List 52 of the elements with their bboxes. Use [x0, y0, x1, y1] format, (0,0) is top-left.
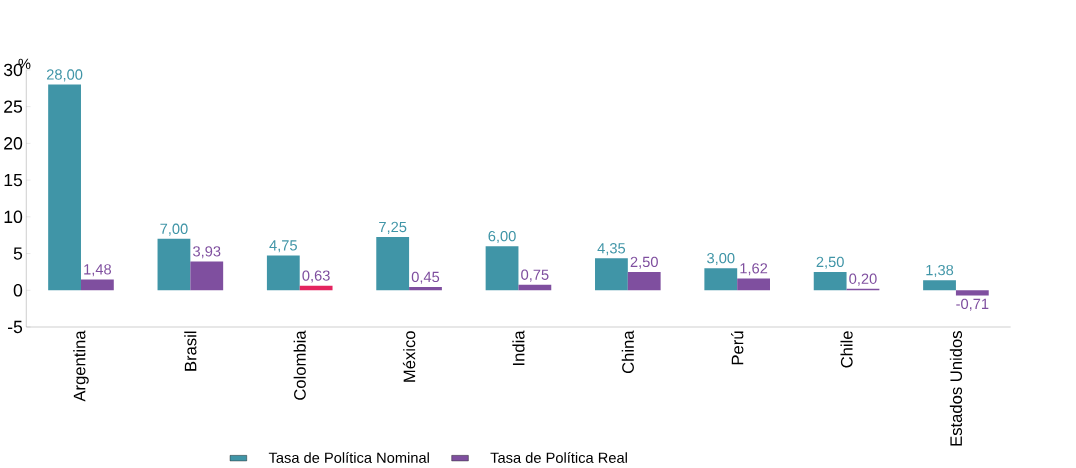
data-label: 1,38 [926, 264, 954, 277]
y-tick-label: 0 [13, 283, 23, 297]
data-label: 2,50 [630, 256, 658, 269]
bar [923, 280, 956, 291]
data-label: 0,75 [521, 269, 549, 282]
data-label: 4,35 [597, 242, 626, 256]
data-label: 3,00 [707, 252, 735, 266]
y-tick-label: 25 [4, 100, 23, 113]
bar [266, 255, 300, 291]
x-tick-label: Chile [840, 331, 853, 368]
data-label: 7,25 [379, 221, 407, 234]
bar [737, 278, 770, 291]
legend-label: Tasa de Política Real [490, 451, 627, 463]
bar [80, 279, 114, 291]
bar [409, 286, 442, 291]
bar [376, 236, 410, 291]
x-tick-label: India [512, 330, 525, 365]
data-label: 1,48 [84, 264, 112, 277]
bar [190, 261, 224, 291]
data-label: 7,00 [160, 223, 188, 236]
data-label: 3,93 [193, 246, 221, 259]
x-tick-label: México [402, 331, 416, 382]
data-label: 0,20 [849, 273, 877, 286]
bar [157, 238, 191, 291]
data-label: 6,00 [488, 230, 516, 243]
bar [595, 258, 628, 291]
data-label: 0,63 [302, 270, 330, 283]
y-tick-label: 5 [13, 247, 23, 260]
bar [485, 246, 519, 291]
bar [955, 290, 989, 296]
bar [627, 271, 661, 291]
data-label: 0,45 [411, 271, 440, 284]
y-tick-label: 10 [4, 210, 23, 223]
x-tick-label: China [621, 330, 634, 373]
x-tick-label: Argentina [73, 330, 89, 402]
bar [48, 84, 81, 291]
legend-label: Tasa de Política Nominal [268, 451, 429, 463]
data-label: 2,50 [816, 256, 844, 269]
x-tick-label: Brasil [184, 331, 197, 371]
x-tick-label: Colombia [293, 330, 306, 400]
data-label: 4,75 [269, 240, 297, 253]
data-label: 1,62 [740, 263, 768, 276]
data-label: -0,71 [956, 298, 989, 311]
y-tick-label: 20 [4, 137, 23, 150]
y-tick-label: -5 [7, 320, 23, 334]
x-tick-label: Estados Unidos [949, 331, 963, 446]
data-label: 28,00 [46, 69, 83, 82]
x-tick-label: Perú [730, 331, 744, 365]
bar [704, 268, 738, 291]
bar [813, 271, 847, 291]
bar [518, 284, 552, 291]
y-tick-label: 15 [4, 173, 23, 187]
